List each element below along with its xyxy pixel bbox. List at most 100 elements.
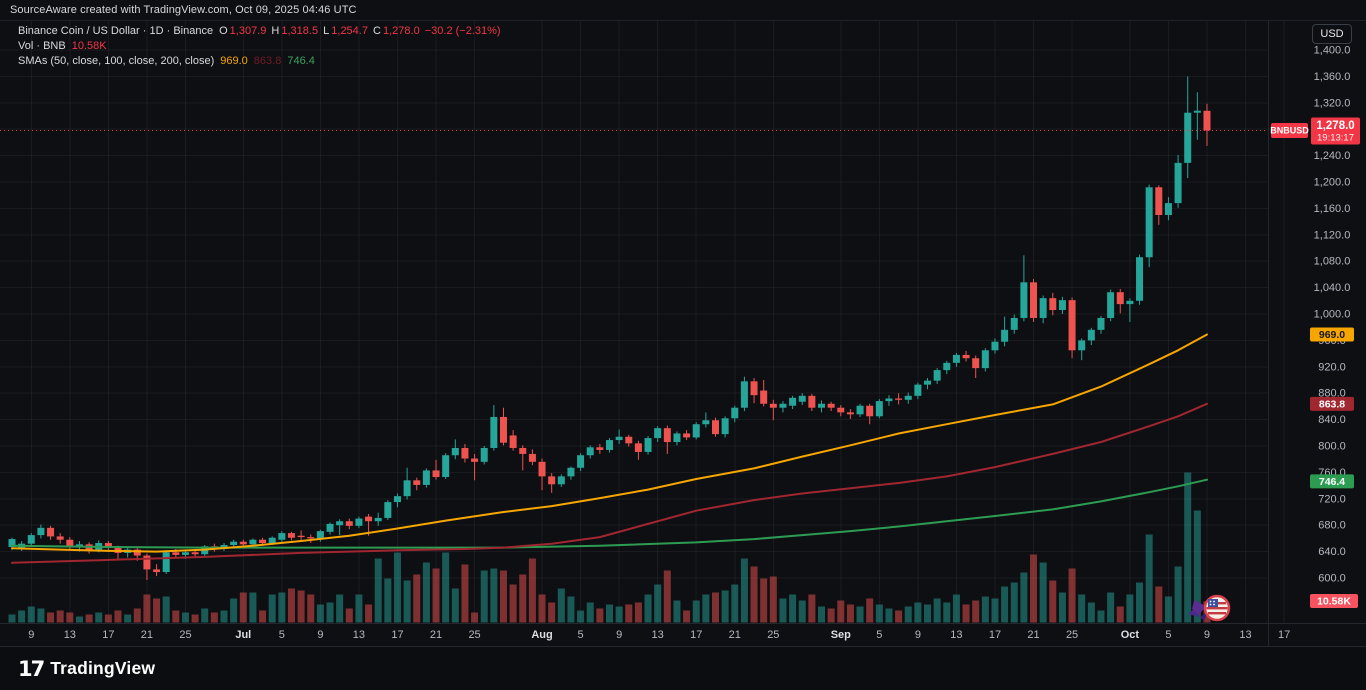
candlestick[interactable]: [432, 470, 440, 478]
candlestick[interactable]: [268, 537, 276, 544]
tradingview-logo[interactable]: 17 TradingView: [18, 657, 155, 681]
candlestick[interactable]: [490, 416, 498, 448]
candlestick[interactable]: [172, 552, 180, 555]
candlestick[interactable]: [644, 438, 652, 452]
symbol-legend-row[interactable]: Binance Coin / US Dollar · 1D · Binance …: [18, 24, 503, 39]
candlestick[interactable]: [287, 533, 295, 538]
candlestick[interactable]: [499, 416, 507, 443]
candlestick[interactable]: [904, 395, 912, 400]
candlestick[interactable]: [846, 412, 854, 415]
candlestick[interactable]: [509, 435, 517, 448]
candlestick[interactable]: [8, 539, 16, 547]
candlestick[interactable]: [712, 420, 720, 435]
candlestick[interactable]: [1049, 298, 1057, 311]
candlestick[interactable]: [181, 552, 189, 555]
candlestick[interactable]: [1155, 187, 1163, 215]
candlestick[interactable]: [654, 428, 662, 439]
candlestick[interactable]: [326, 523, 334, 532]
candlestick[interactable]: [663, 428, 671, 443]
candlestick[interactable]: [1184, 112, 1192, 163]
candlestick[interactable]: [818, 403, 826, 408]
candlestick[interactable]: [577, 455, 585, 468]
candlestick[interactable]: [808, 395, 816, 408]
sma200-line[interactable]: [11, 478, 1208, 549]
candlestick[interactable]: [413, 480, 421, 485]
candlestick[interactable]: [1145, 187, 1153, 258]
candlestick[interactable]: [952, 354, 960, 363]
candlestick[interactable]: [471, 458, 479, 462]
candlestick[interactable]: [1020, 282, 1028, 318]
candlestick[interactable]: [345, 521, 353, 526]
candlestick[interactable]: [721, 418, 729, 435]
candlestick[interactable]: [538, 461, 546, 477]
candlestick[interactable]: [634, 443, 642, 452]
candlestick[interactable]: [856, 405, 864, 415]
candlestick[interactable]: [239, 541, 247, 545]
candlestick[interactable]: [760, 390, 768, 404]
candlestick[interactable]: [316, 531, 324, 540]
candlestick[interactable]: [1039, 298, 1047, 318]
candlestick[interactable]: [789, 397, 797, 406]
candlestick[interactable]: [374, 517, 382, 522]
candlestick[interactable]: [384, 502, 392, 518]
candlestick[interactable]: [143, 555, 151, 570]
volume-legend-row[interactable]: Vol · BNB 10.58K: [18, 39, 503, 54]
candlestick[interactable]: [1174, 162, 1182, 204]
candlestick[interactable]: [1136, 257, 1144, 301]
candlestick[interactable]: [779, 403, 787, 408]
candlestick[interactable]: [933, 370, 941, 381]
candlestick[interactable]: [461, 447, 469, 459]
candlestick[interactable]: [37, 527, 45, 536]
candlestick[interactable]: [702, 420, 710, 425]
candlestick[interactable]: [519, 447, 527, 454]
candlestick[interactable]: [625, 436, 633, 444]
candlestick[interactable]: [769, 403, 777, 408]
candlestick[interactable]: [837, 407, 845, 413]
candlestick[interactable]: [56, 536, 64, 540]
candlestick[interactable]: [27, 535, 35, 544]
candlestick[interactable]: [1126, 300, 1134, 305]
sma-legend-row[interactable]: SMAs (50, close, 100, close, 200, close)…: [18, 54, 503, 69]
candlestick[interactable]: [1107, 292, 1115, 318]
candlestick[interactable]: [1087, 329, 1095, 341]
candlestick[interactable]: [442, 455, 450, 478]
candlestick[interactable]: [403, 480, 411, 497]
candlestick[interactable]: [548, 476, 556, 485]
candlestick[interactable]: [596, 447, 604, 450]
candlestick[interactable]: [962, 354, 970, 359]
candlestick[interactable]: [249, 539, 257, 545]
candlestick[interactable]: [875, 401, 883, 417]
candlestick[interactable]: [798, 395, 806, 402]
candlestick[interactable]: [365, 516, 373, 522]
candlestick[interactable]: [1030, 282, 1038, 318]
sma50-line[interactable]: [11, 333, 1208, 553]
candlestick[interactable]: [731, 407, 739, 419]
candlestick[interactable]: [1078, 340, 1086, 351]
candlestick[interactable]: [393, 496, 401, 503]
candlestick[interactable]: [1097, 317, 1105, 330]
candlestick[interactable]: [153, 569, 161, 573]
currency-unit-button[interactable]: USD: [1312, 24, 1352, 44]
candlestick[interactable]: [1068, 300, 1076, 351]
candlestick[interactable]: [557, 476, 565, 485]
candlestick[interactable]: [47, 527, 55, 537]
candlestick[interactable]: [943, 362, 951, 371]
candlestick[interactable]: [133, 549, 141, 556]
candlestick[interactable]: [991, 341, 999, 351]
candlestick[interactable]: [422, 470, 430, 485]
candlestick[interactable]: [750, 381, 758, 396]
candlestick[interactable]: [278, 533, 286, 540]
candlestick[interactable]: [75, 544, 83, 547]
candlestick[interactable]: [162, 552, 170, 573]
candlestick[interactable]: [1164, 203, 1172, 215]
candlestick[interactable]: [259, 539, 267, 544]
candlestick[interactable]: [981, 350, 989, 369]
candlestick[interactable]: [297, 535, 305, 538]
candlestick[interactable]: [336, 521, 344, 526]
candlestick[interactable]: [586, 447, 594, 456]
candlestick[interactable]: [1001, 329, 1009, 342]
candlestick[interactable]: [528, 453, 536, 462]
candlestick[interactable]: [451, 447, 459, 456]
candlestick[interactable]: [692, 424, 700, 438]
